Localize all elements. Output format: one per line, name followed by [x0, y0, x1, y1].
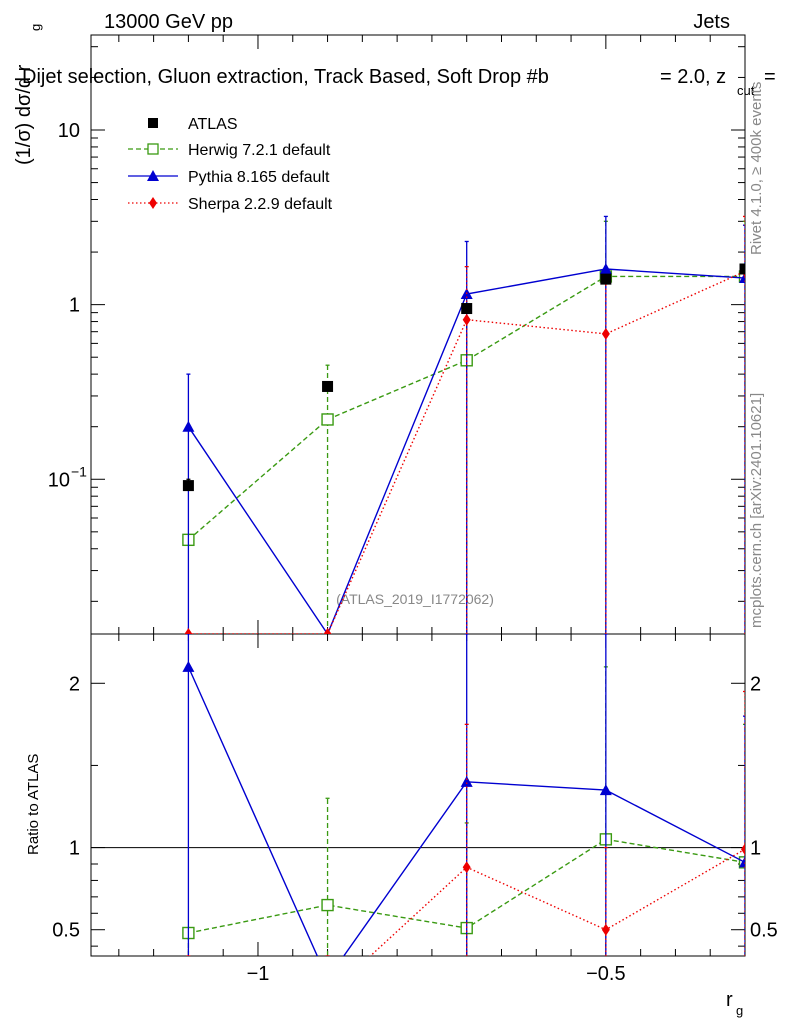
main-point-atlas	[461, 303, 473, 315]
legend-label-pythia: Pythia 8.165 default	[188, 169, 330, 186]
main-point-atlas	[739, 263, 745, 275]
title-suffix-eq: = 2.0, z	[660, 66, 726, 88]
legend-entry-herwig: Herwig 7.2.1 default	[128, 142, 331, 159]
main-point-atlas	[322, 380, 334, 392]
main-series-herwig	[182, 220, 745, 634]
ratio-series	[182, 634, 745, 1001]
ratio-point-sherpa	[324, 989, 332, 1001]
ratio-y-tick-label-right: 1	[750, 838, 761, 860]
title-suffix-tail: =	[764, 66, 776, 88]
ratio-point-herwig	[321, 898, 334, 912]
ratio-line-pythia	[187, 666, 745, 956]
main-y-tick-base: 1	[69, 295, 80, 317]
ratio-point-pythia	[460, 775, 473, 787]
main-point-sherpa	[462, 313, 471, 326]
main-y-tick-label: 10	[58, 120, 80, 142]
category-label: Jets	[693, 11, 730, 33]
ratio-y-label: Ratio to ATLAS	[25, 754, 42, 855]
x-axis-label-sub: g	[736, 1003, 743, 1018]
main-line-pythia	[187, 268, 745, 634]
x-axis-label: r	[726, 989, 733, 1011]
ratio-point-pythia	[182, 660, 195, 672]
ratio-y-tick-label: 2	[69, 673, 80, 695]
main-point-herwig	[738, 270, 745, 283]
ratio-line-herwig	[188, 838, 745, 934]
legend-label-sherpa: Sherpa 2.2.9 default	[188, 196, 333, 213]
energy-label: 13000 GeV pp	[104, 11, 233, 33]
main-y-tick-label: 1	[69, 295, 80, 317]
main-point-sherpa	[184, 628, 193, 634]
ratio-point-sherpa	[184, 989, 192, 1001]
ratio-point-sherpa	[601, 923, 610, 936]
ratio-line-sherpa	[369, 846, 745, 956]
ratio-point-sherpa	[462, 861, 471, 874]
main-point-pythia	[182, 420, 195, 432]
main-point-pythia	[599, 262, 612, 274]
ratio-point-pythia	[739, 856, 745, 868]
main-y-tick-label: 10 −1	[48, 463, 87, 491]
ratio-point-pythia	[599, 784, 612, 796]
legend-marker-atlas	[148, 118, 158, 128]
ratio-series-pythia	[182, 634, 745, 984]
main-point-herwig	[321, 413, 334, 426]
main-point-sherpa	[323, 628, 332, 634]
legend-marker-sherpa	[149, 197, 157, 209]
legend: ATLAS Herwig 7.2.1 default Pythia 8.165 …	[128, 116, 333, 213]
legend-label-atlas: ATLAS	[188, 116, 238, 133]
ratio-x-tick-label: −0.5	[586, 963, 625, 985]
title-suffix-sub: cut	[737, 83, 755, 98]
legend-marker-herwig	[147, 143, 159, 155]
main-series-sherpa	[184, 215, 745, 634]
main-y-tick-base: 10	[58, 120, 80, 142]
main-series-pythia	[182, 215, 745, 634]
main-series-atlas	[182, 263, 745, 492]
ratio-plot-frame	[90, 633, 746, 957]
legend-entry-sherpa: Sherpa 2.2.9 default	[128, 196, 333, 213]
legend-entry-pythia: Pythia 8.165 default	[128, 169, 330, 186]
main-line-sherpa	[188, 270, 745, 634]
main-y-tick-base: 10	[48, 469, 70, 491]
main-line-herwig	[187, 275, 745, 541]
legend-label-herwig: Herwig 7.2.1 default	[188, 142, 331, 159]
analysis-watermark: (ATLAS_2019_I1772062)	[336, 591, 494, 607]
ratio-x-tick-label: −1	[247, 963, 270, 985]
legend-entry-atlas: ATLAS	[148, 116, 238, 133]
main-series	[182, 215, 745, 634]
main-y-label: (1/σ) dσ/d r	[13, 64, 35, 165]
ratio-y-tick-label-right: 2	[750, 673, 761, 695]
mcplots-label: mcplots.cern.ch [arXiv:2401.10621]	[748, 393, 765, 628]
main-point-sherpa	[601, 327, 610, 340]
ratio-series-sherpa	[184, 690, 745, 1001]
main-y-axis-title: (1/σ) dσ/d r g	[13, 24, 43, 165]
plot-title: Dijet selection, Gluon extraction, Track…	[22, 66, 549, 88]
ratio-y-tick-label: 0.5	[52, 920, 80, 942]
ratio-y-tick-label-right: 0.5	[750, 920, 778, 942]
ratio-series-herwig	[182, 666, 745, 956]
main-point-atlas	[600, 273, 612, 285]
legend-marker-pythia	[147, 170, 159, 181]
main-y-label-sub: g	[28, 24, 43, 31]
rivet-label: Rivet 4.1.0, ≥ 400k events	[748, 82, 765, 255]
main-y-tick-exp: −1	[71, 463, 87, 479]
ratio-point-pythia	[322, 973, 334, 984]
ratio-point-sherpa	[741, 843, 745, 856]
ratio-y-tick-label: 1	[69, 838, 80, 860]
main-point-atlas	[182, 480, 194, 492]
ratio-axes: −1 −0.5 0.5 0.5 1 1 2 2	[52, 634, 778, 985]
